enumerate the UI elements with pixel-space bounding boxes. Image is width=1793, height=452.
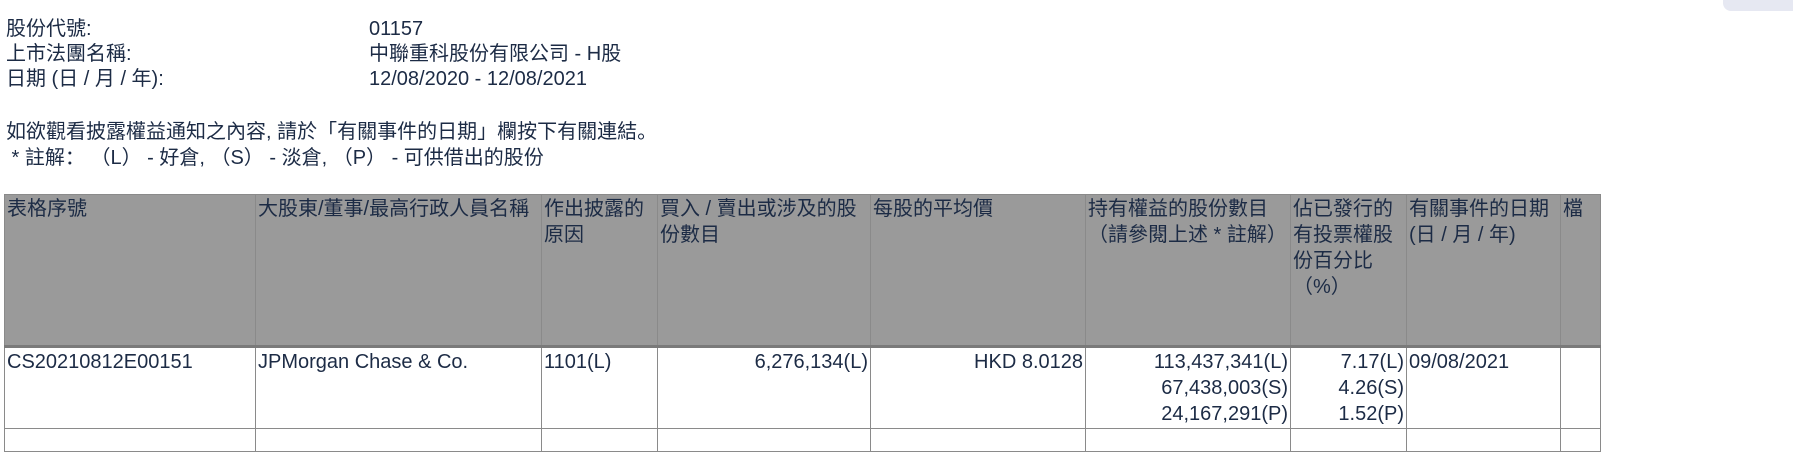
instruction-text: 如欲觀看披露權益通知之內容, 請於「有關事件的日期」欄按下有關連結。	[6, 121, 658, 143]
stock-info: 股份代號: 01157 上市法團名稱: 中聯重科股份有限公司 - H股 日期 (日 …	[6, 17, 621, 92]
stock-code: 01157	[369, 18, 424, 40]
header-name: 大股東/董事/最高行政人員名稱	[255, 194, 542, 348]
window-control	[1723, 0, 1793, 11]
shares-traded: 6,276,134(L)	[657, 346, 871, 429]
header-form-no: 表格序號	[4, 194, 256, 348]
cell	[1085, 428, 1291, 452]
form-no: CS20210812E00151	[4, 346, 256, 429]
company-label: 上市法團名稱:	[6, 43, 132, 65]
header-holdings: 持有權益的股份數目 （請參閱上述 * 註解）	[1085, 194, 1291, 348]
cell	[255, 428, 542, 452]
cell	[4, 428, 256, 452]
holding-short: 67,438,003(S)	[1161, 377, 1288, 399]
percent-lending: 1.52(P)	[1338, 403, 1404, 425]
disclosure-table: 表格序號 大股東/董事/最高行政人員名稱 作出披露的原因 買入 / 賣出或涉及的…	[4, 194, 1601, 452]
header-event-date: 有關事件的日期 (日 / 月 / 年)	[1406, 194, 1561, 348]
stock-code-label: 股份代號:	[6, 18, 92, 40]
cell	[541, 428, 658, 452]
instructions: 如欲觀看披露權益通知之內容, 請於「有關事件的日期」欄按下有關連結。 * 註解：…	[6, 119, 657, 171]
percent: 7.17(L) 4.26(S) 1.52(P)	[1290, 346, 1407, 429]
percent-short: 4.26(S)	[1338, 377, 1404, 399]
table-header: 表格序號 大股東/董事/最高行政人員名稱 作出披露的原因 買入 / 賣出或涉及的…	[4, 194, 1601, 348]
holder-name: JPMorgan Chase & Co.	[255, 346, 542, 429]
holding-lending: 24,167,291(P)	[1161, 403, 1288, 425]
header-shares-traded: 買入 / 賣出或涉及的股份數目	[657, 194, 871, 348]
header-avg-price: 每股的平均價	[870, 194, 1086, 348]
cell	[870, 428, 1086, 452]
reason: 1101(L)	[541, 346, 658, 429]
event-date-link[interactable]: 09/08/2021	[1406, 346, 1561, 429]
table-row	[4, 428, 1601, 452]
holding-long: 113,437,341(L)	[1153, 351, 1288, 373]
cell	[657, 428, 871, 452]
date-range: 12/08/2020 - 12/08/2021	[369, 68, 587, 90]
cell	[1406, 428, 1561, 452]
date-label: 日期 (日 / 月 / 年):	[6, 68, 164, 90]
cell	[1290, 428, 1407, 452]
company-name: 中聯重科股份有限公司 - H股	[369, 43, 622, 65]
cell	[1560, 428, 1601, 452]
avg-price: HKD 8.0128	[870, 346, 1086, 429]
header-extra: 檔	[1560, 194, 1601, 348]
extra-cell	[1560, 346, 1601, 429]
holdings: 113,437,341(L) 67,438,003(S) 24,167,291(…	[1085, 346, 1291, 429]
percent-long: 7.17(L)	[1340, 351, 1404, 373]
table-row: CS20210812E00151 JPMorgan Chase & Co. 11…	[4, 346, 1601, 429]
legend-note: * 註解： （L） - 好倉, （S） - 淡倉, （P） - 可供借出的股份	[6, 147, 544, 169]
header-percent: 佔已發行的有投票權股份百分比 （%）	[1290, 194, 1407, 348]
header-reason: 作出披露的原因	[541, 194, 658, 348]
